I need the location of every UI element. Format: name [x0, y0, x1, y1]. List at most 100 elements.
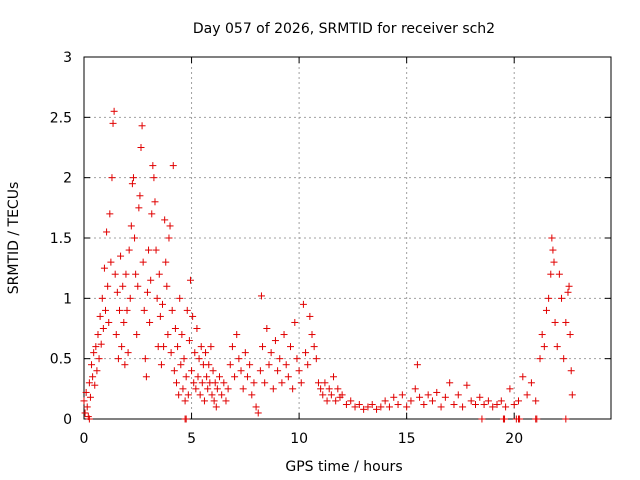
data-point [235, 355, 243, 363]
data-point [373, 405, 381, 413]
data-point [527, 379, 535, 387]
data-point [308, 331, 316, 339]
data-point [109, 119, 117, 127]
x-tick-label: 10 [290, 431, 308, 447]
data-point [167, 349, 175, 357]
data-point [256, 367, 264, 375]
x-tick-label: 20 [505, 431, 523, 447]
data-point [267, 349, 275, 357]
data-point [180, 355, 188, 363]
data-point [98, 294, 106, 302]
data-point [237, 367, 245, 375]
data-point [480, 401, 488, 409]
data-point [142, 373, 150, 381]
data-point [166, 222, 174, 230]
data-point [96, 312, 104, 320]
data-point [222, 397, 230, 405]
data-point [286, 343, 294, 351]
data-point [216, 373, 224, 381]
data-point [122, 270, 130, 278]
data-point [131, 234, 139, 242]
data-point [317, 385, 325, 393]
chart-title: Day 057 of 2026, SRMTID for receiver sch… [193, 21, 495, 37]
data-point [310, 343, 318, 351]
data-point [93, 367, 101, 375]
data-point [133, 331, 141, 339]
data-point [265, 361, 273, 369]
data-point [254, 409, 262, 417]
data-point [454, 391, 462, 399]
data-point [284, 373, 292, 381]
data-point [175, 391, 183, 399]
data-point [174, 343, 182, 351]
data-point [151, 198, 159, 206]
data-point [321, 379, 329, 387]
data-point [228, 343, 236, 351]
data-point [121, 361, 129, 369]
data-point [162, 258, 170, 266]
data-point [293, 355, 301, 363]
data-point [160, 343, 168, 351]
data-point [191, 349, 199, 357]
data-point [204, 385, 212, 393]
data-point [108, 174, 116, 182]
data-points [80, 107, 576, 423]
data-point [198, 379, 206, 387]
data-point [80, 397, 88, 405]
data-point [299, 300, 307, 308]
data-point [123, 306, 131, 314]
data-point [153, 294, 161, 302]
data-point [304, 361, 312, 369]
data-point [269, 385, 277, 393]
data-point [568, 391, 576, 399]
data-point [94, 331, 102, 339]
data-point [117, 252, 125, 260]
data-point [493, 401, 501, 409]
data-point [104, 282, 112, 290]
data-point [186, 276, 194, 284]
data-point [360, 405, 368, 413]
data-point [241, 349, 249, 357]
data-point [208, 391, 216, 399]
data-point [148, 210, 156, 218]
data-point [246, 361, 254, 369]
data-point [547, 270, 555, 278]
data-point [532, 397, 540, 405]
data-point [183, 306, 191, 314]
data-point [319, 391, 327, 399]
data-point [97, 340, 105, 348]
data-point [437, 403, 445, 411]
data-point [565, 282, 573, 290]
data-point [306, 312, 314, 320]
data-point [515, 397, 523, 405]
data-point [295, 367, 303, 375]
data-point [137, 144, 145, 151]
data-point [463, 381, 471, 389]
data-point [105, 318, 113, 326]
data-point [533, 415, 541, 423]
data-point [484, 397, 492, 405]
data-point [560, 355, 568, 363]
data-point [161, 216, 169, 224]
data-point [347, 397, 355, 405]
data-point [555, 270, 563, 278]
data-point [278, 379, 286, 387]
data-point [145, 246, 153, 254]
data-point [471, 401, 479, 409]
data-point [398, 391, 406, 399]
y-tick-label: 2 [63, 171, 72, 187]
data-point [536, 355, 544, 363]
data-point [110, 107, 118, 115]
data-point [112, 331, 120, 339]
data-point [114, 355, 122, 363]
data-point [132, 270, 140, 278]
data-point [548, 234, 556, 242]
data-point [351, 403, 359, 411]
data-point [164, 331, 172, 339]
data-point [170, 367, 178, 375]
data-point [274, 367, 282, 375]
data-point [327, 391, 335, 399]
data-point [136, 192, 144, 200]
x-tick-label: 15 [398, 431, 416, 447]
